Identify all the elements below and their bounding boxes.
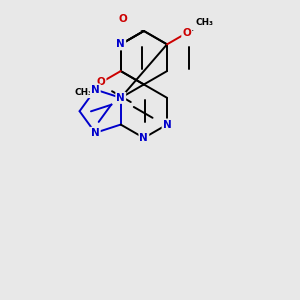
Text: N: N bbox=[140, 133, 148, 143]
Text: O: O bbox=[119, 14, 128, 24]
Text: O: O bbox=[182, 28, 191, 38]
Text: N: N bbox=[91, 85, 100, 94]
Text: N: N bbox=[163, 120, 171, 130]
Text: CH₃: CH₃ bbox=[195, 18, 213, 27]
Text: N: N bbox=[116, 93, 125, 103]
Text: N: N bbox=[91, 128, 100, 138]
Text: CH₃: CH₃ bbox=[74, 88, 92, 97]
Text: O: O bbox=[97, 77, 105, 87]
Text: N: N bbox=[116, 39, 125, 49]
